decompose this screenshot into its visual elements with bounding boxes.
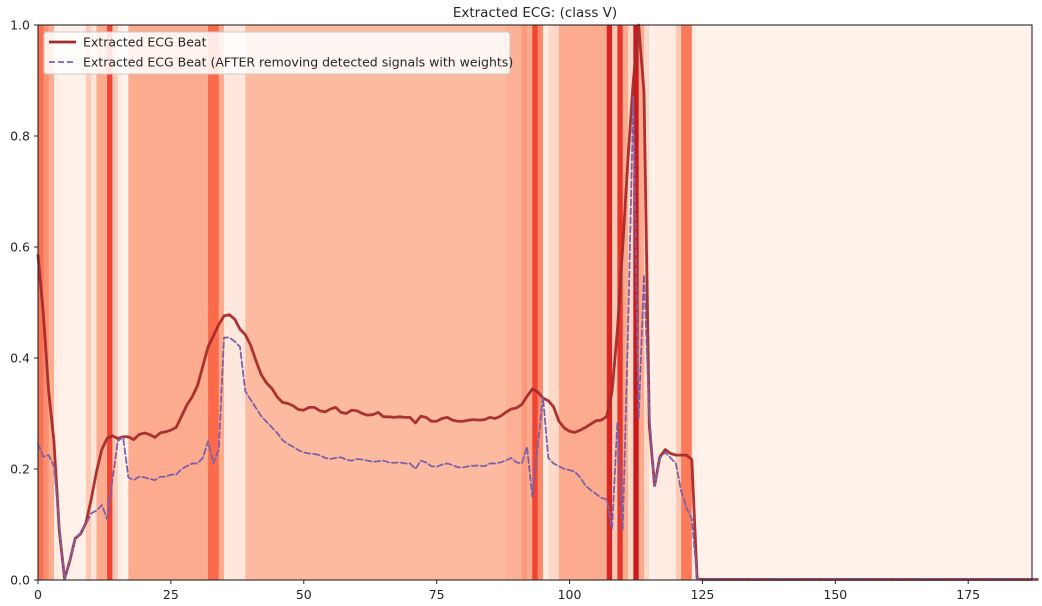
weight-band: [681, 25, 693, 580]
x-tick-label: 0: [34, 587, 42, 602]
plot-frame: [37, 24, 1033, 581]
weight-band: [123, 25, 129, 580]
y-tick-label: 0.0: [10, 573, 30, 588]
weight-band: [558, 25, 608, 580]
weight-band: [638, 25, 645, 580]
x-tick-label: 175: [956, 587, 980, 602]
x-tick-label: 100: [558, 587, 582, 602]
y-tick-label: 0.4: [10, 351, 30, 366]
legend-box: [43, 31, 511, 75]
legend: Extracted ECG Beat Extracted ECG Beat (A…: [43, 31, 513, 75]
weight-band: [548, 25, 560, 580]
weight-band: [633, 25, 640, 580]
weight-band: [208, 25, 220, 580]
weight-band: [649, 25, 655, 580]
weight-band: [537, 25, 544, 580]
x-axis: 0 25 50 75 100 125 150 175: [34, 580, 980, 602]
chart-title: Extracted ECG: (class V): [453, 5, 617, 21]
weight-band: [542, 25, 549, 580]
x-tick-label: 150: [823, 587, 847, 602]
weight-band: [117, 25, 124, 580]
weight-band: [43, 25, 50, 580]
weight-band: [107, 25, 113, 580]
weight-band: [96, 25, 108, 580]
weight-band: [527, 25, 533, 580]
weight-band: [505, 25, 523, 580]
x-tick-label: 75: [429, 587, 445, 602]
y-tick-label: 0.2: [10, 462, 30, 477]
x-tick-label: 50: [296, 587, 312, 602]
weight-band: [224, 25, 246, 580]
weight-band: [85, 25, 92, 580]
weight-band: [38, 25, 44, 580]
y-tick-label: 0.8: [10, 129, 30, 144]
weight-band: [628, 25, 634, 580]
weight-band: [654, 25, 677, 580]
weight-band: [287, 25, 507, 580]
y-axis: 0.0 0.2 0.4 0.6 0.8 1.0: [10, 18, 38, 588]
weight-band: [612, 25, 618, 580]
weight-band: [245, 25, 289, 580]
y-tick-label: 1.0: [10, 18, 30, 33]
weight-band: [53, 25, 60, 580]
x-tick-label: 25: [163, 587, 179, 602]
attention-weight-bands: [38, 25, 1033, 580]
weight-band: [622, 25, 629, 580]
weight-band: [48, 25, 55, 580]
legend-label-after-removal: Extracted ECG Beat (AFTER removing detec…: [83, 55, 513, 70]
weight-band: [128, 25, 209, 580]
weight-band: [606, 25, 613, 580]
weight-band: [675, 25, 682, 580]
weight-band: [521, 25, 528, 580]
x-tick-label: 125: [691, 587, 715, 602]
weight-band: [91, 25, 97, 580]
weight-band: [691, 25, 698, 580]
weight-band: [697, 25, 1033, 580]
y-tick-label: 0.6: [10, 240, 30, 255]
weight-band: [59, 25, 87, 580]
weight-band: [112, 25, 119, 580]
weight-band: [218, 25, 225, 580]
weight-band: [532, 25, 539, 580]
legend-label-extracted-beat: Extracted ECG Beat: [83, 35, 207, 50]
